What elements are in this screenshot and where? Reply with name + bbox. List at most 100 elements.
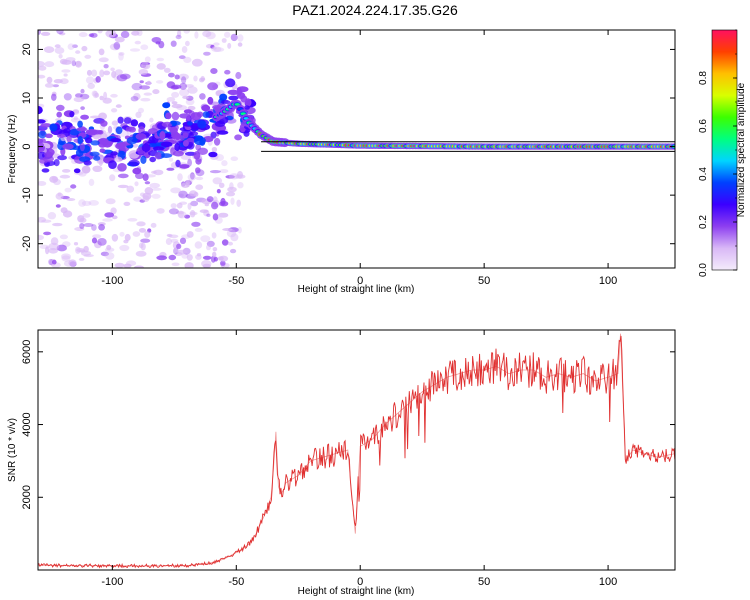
heatmap-cell — [221, 100, 231, 105]
heatmap-cell — [89, 151, 100, 157]
heatmap-cell — [52, 259, 57, 265]
heatmap-cell — [103, 70, 111, 76]
heatmap-cell — [140, 44, 149, 50]
heatmap-cell — [219, 255, 229, 262]
heatmap-frame — [37, 29, 676, 269]
heatmap-cell — [212, 251, 217, 258]
heatmap-cell — [114, 36, 125, 43]
heatmap-cell — [41, 219, 52, 223]
heatmap-cell — [57, 133, 66, 138]
heatmap-cell — [107, 125, 113, 134]
heatmap-cell — [153, 146, 165, 151]
heatmap-cell — [206, 244, 211, 251]
heatmap-cell — [53, 159, 60, 167]
colorbar-tick-label: 0.2 — [698, 215, 709, 229]
heatmap-cell — [191, 221, 201, 227]
heatmap-cell — [77, 135, 84, 145]
heatmap-cell — [178, 193, 184, 198]
heatmap-cell — [170, 187, 182, 194]
heatmap-cell — [55, 192, 64, 200]
heatmap-y-tick-label: 20 — [21, 43, 33, 55]
heatmap-cell — [153, 169, 164, 176]
heatmap-cell — [209, 170, 221, 174]
heatmap-cell — [42, 155, 55, 163]
heatmap-y-tick-label: 10 — [21, 92, 33, 104]
heatmap-cell — [200, 75, 205, 82]
heatmap-cell — [123, 263, 132, 268]
heatmap-cell — [199, 209, 209, 213]
heatmap-cell — [59, 78, 69, 85]
heatmap-x-ticks: -100 -50 0 50 100 — [101, 30, 617, 287]
heatmap-cell — [177, 173, 183, 182]
heatmap-cell — [170, 238, 179, 243]
heatmap-cell — [117, 163, 127, 172]
heatmap-cell — [69, 111, 75, 118]
heatmap-cell — [156, 63, 166, 70]
heatmap-cell — [194, 227, 203, 232]
heatmap-cell — [61, 253, 71, 260]
heatmap-cell — [81, 45, 88, 52]
heatmap-cell — [80, 106, 85, 110]
heatmap-cell — [91, 237, 98, 244]
heatmap-cell — [92, 234, 102, 239]
heatmap-cell — [176, 202, 183, 209]
heatmap-cell — [156, 255, 168, 261]
heatmap-cell — [218, 182, 225, 188]
heatmap-cell — [216, 189, 221, 194]
heatmap-cell — [59, 32, 66, 36]
heatmap-cell — [225, 175, 235, 179]
heatmap-cell — [61, 255, 71, 262]
heatmap-cell — [166, 167, 175, 171]
heatmap-y-axis-label: Frequency (Hz) — [7, 115, 18, 184]
heatmap-cell — [134, 181, 139, 187]
heatmap-cell — [182, 132, 189, 139]
heatmap-cell — [173, 134, 185, 142]
heatmap-cell — [171, 91, 180, 98]
heatmap-cell — [78, 199, 86, 207]
heatmap-cell — [149, 182, 160, 189]
heatmap-cell — [235, 71, 242, 80]
heatmap-cell — [89, 115, 101, 119]
heatmap-cell — [144, 56, 151, 63]
heatmap-cell — [212, 213, 219, 221]
heatmap-cell — [103, 63, 109, 69]
heatmap-cell — [44, 61, 55, 68]
heatmap-cell — [133, 265, 145, 268]
heatmap-cell — [70, 184, 77, 189]
heatmap-cell — [130, 96, 139, 102]
heatmap-cell — [105, 252, 115, 260]
figure-title: PAZ1.2024.224.17.35.G26 — [292, 2, 458, 18]
heatmap-cell — [77, 120, 83, 128]
heatmap-cell — [177, 211, 187, 219]
heatmap-cell — [64, 187, 72, 193]
heatmap-cell — [218, 212, 229, 218]
heatmap-cell — [204, 203, 209, 207]
heatmap-cell — [216, 130, 229, 135]
heatmap-cell — [170, 85, 179, 90]
heatmap-cell — [115, 126, 123, 135]
snr-y-tick-label: 2000 — [21, 485, 33, 509]
heatmap-cell — [44, 151, 54, 158]
heatmap-cell — [90, 140, 100, 146]
heatmap-cell — [230, 233, 239, 242]
heatmap-cell — [66, 135, 72, 143]
heatmap-cell — [52, 84, 59, 88]
heatmap-cell — [76, 248, 85, 253]
colorbar-label: Normalized spectral amplitude — [736, 82, 747, 217]
heatmap-cell — [51, 176, 58, 181]
heatmap-cell — [92, 91, 99, 99]
heatmap-cell — [193, 75, 198, 82]
heatmap-cell — [166, 97, 176, 102]
heatmap-cell — [81, 200, 92, 206]
snr-y-axis-label: SNR (10 * v/v) — [7, 418, 18, 482]
heatmap-cell — [43, 46, 55, 53]
heatmap-cell — [187, 158, 193, 167]
heatmap-cell — [78, 257, 85, 261]
heatmap-cell — [150, 222, 157, 228]
heatmap-cell — [135, 250, 147, 257]
heatmap-cell — [168, 157, 174, 162]
heatmap-cell — [70, 117, 81, 123]
heatmap-cell — [179, 82, 187, 90]
heatmap-cell — [99, 69, 105, 78]
